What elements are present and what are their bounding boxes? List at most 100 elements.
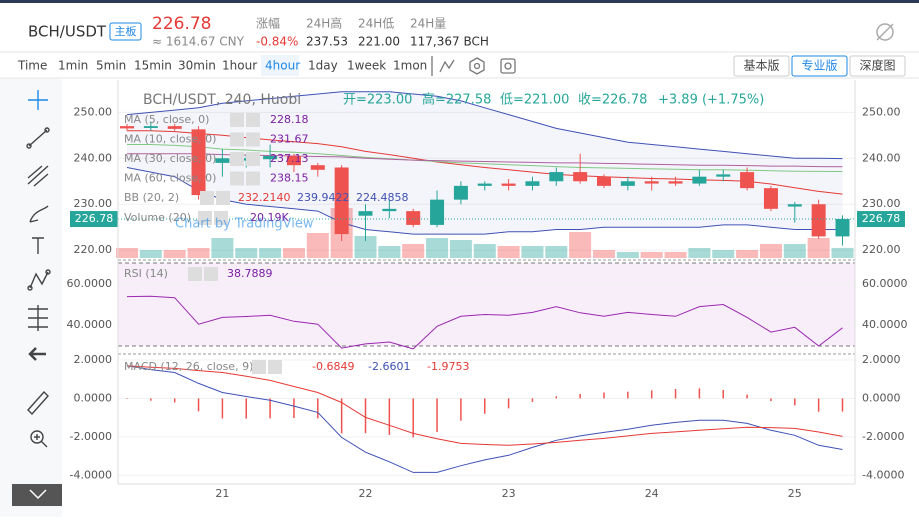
- version-button[interactable]: [849, 55, 906, 77]
- scroll-button[interactable]: [12, 484, 62, 506]
- volume-bar: [354, 236, 377, 258]
- indicator-name: MA (30, close, 0): [124, 152, 216, 165]
- candle-body: [120, 126, 134, 129]
- histogram-bar: [650, 390, 653, 399]
- y-tick-label: 60.0000: [862, 277, 908, 290]
- stat-value: 221.00: [358, 35, 400, 49]
- drawing-tools[interactable]: [26, 90, 51, 448]
- y-tick-label: 240.00: [862, 151, 901, 164]
- indicator-value: -2.6601: [368, 360, 410, 373]
- scroll-icon[interactable]: [29, 489, 47, 500]
- legend-button[interactable]: [216, 191, 230, 205]
- interval[interactable]: 15min: [134, 59, 172, 73]
- candle-body: [382, 208, 397, 212]
- version-button[interactable]: [791, 55, 848, 77]
- cny: ≈ 1614.67 CNY: [152, 35, 245, 49]
- candle-body: [668, 181, 683, 184]
- version-button[interactable]: [733, 55, 790, 77]
- candle-body: [167, 126, 182, 129]
- top-bar: [0, 0, 919, 3]
- legend-button[interactable]: [204, 267, 218, 281]
- legend-button[interactable]: [252, 360, 266, 374]
- interval[interactable]: 1day: [308, 59, 338, 73]
- volume-bar: [497, 246, 520, 258]
- rsi-pane: [118, 262, 855, 352]
- legend-button[interactable]: [246, 171, 260, 186]
- y-tick-label: -2.0000: [70, 430, 112, 443]
- legend-ohlc: 开=223.00: [343, 93, 412, 108]
- histogram-bar: [531, 398, 534, 402]
- interval[interactable]: 1hour: [222, 59, 257, 73]
- version-label[interactable]: 基本版: [743, 59, 779, 73]
- toolbar-icons[interactable]: [431, 56, 516, 76]
- candle-body: [692, 176, 707, 184]
- y-tick-label: 220.00: [862, 243, 901, 256]
- histogram-bar: [173, 398, 176, 403]
- candle-body: [310, 165, 325, 170]
- price: 226.78: [152, 14, 211, 34]
- histogram-bar: [794, 398, 796, 406]
- indicator-value: 231.67: [270, 133, 309, 146]
- interval[interactable]: 4hour: [265, 59, 300, 73]
- histogram-bar: [722, 389, 724, 399]
- indicator-line: [126, 295, 843, 350]
- volume-bar: [378, 246, 401, 258]
- histogram-bar: [817, 398, 820, 412]
- candle-body: [191, 129, 206, 196]
- volume-bar: [640, 252, 663, 258]
- indicator-value: 38.7889: [227, 267, 273, 280]
- histogram-bar: [293, 398, 295, 419]
- bb-fill: [127, 91, 843, 235]
- stat-value: 237.53: [306, 35, 348, 49]
- candle-body: [453, 185, 468, 200]
- histogram-bar: [197, 398, 200, 412]
- x-tick-label: 25: [788, 487, 802, 500]
- y-tick-label: 250.00: [74, 105, 113, 118]
- version-label[interactable]: 专业版: [801, 58, 837, 73]
- interval[interactable]: 1min: [58, 59, 88, 73]
- legend-button[interactable]: [200, 191, 214, 205]
- y-tick-label: -2.0000: [862, 430, 904, 443]
- legend-button[interactable]: [230, 171, 244, 186]
- histogram-bar: [388, 398, 391, 435]
- volume-bar: [807, 238, 830, 258]
- legend-button[interactable]: [198, 211, 212, 225]
- legend-button[interactable]: [230, 152, 244, 166]
- interval[interactable]: 30min: [178, 59, 216, 73]
- indicator-value: 232.2140: [238, 191, 291, 204]
- interval[interactable]: 1week: [347, 59, 386, 73]
- version-label[interactable]: 深度图: [859, 58, 895, 73]
- interval[interactable]: 1mon: [393, 59, 427, 73]
- pair: BCH/USDT: [28, 23, 107, 41]
- legend-title: BCH/USDT, 240, Huobi: [143, 92, 301, 108]
- stat-label: 24H量: [410, 17, 446, 31]
- hide-icon[interactable]: [876, 23, 894, 41]
- legend-button[interactable]: [246, 132, 260, 147]
- legend-button[interactable]: [230, 113, 244, 127]
- candle-body: [430, 199, 445, 225]
- interval[interactable]: Time: [17, 59, 47, 73]
- indicator-value: 20.19K: [250, 211, 289, 224]
- bb-upper: [126, 91, 843, 160]
- legend-button[interactable]: [230, 132, 244, 147]
- indicator-value: 239.9422: [297, 191, 350, 204]
- candle-body: [525, 181, 540, 186]
- candle-body: [143, 126, 158, 128]
- legend-button[interactable]: [246, 113, 260, 127]
- board-badge[interactable]: [109, 22, 142, 41]
- legend-button[interactable]: [188, 267, 202, 281]
- indicator-name: MA (5, close, 0): [124, 113, 209, 126]
- candle-body: [501, 183, 516, 186]
- interval[interactable]: 5min: [96, 59, 126, 73]
- histogram-bar: [221, 398, 224, 419]
- volume-bar: [282, 248, 305, 258]
- board[interactable]: 主板: [115, 24, 137, 38]
- candle-body: [835, 219, 850, 237]
- interval-active[interactable]: [261, 55, 299, 76]
- histogram-bar: [340, 398, 343, 434]
- indicator-value: 228.18: [270, 113, 309, 126]
- candle-body: [573, 172, 588, 182]
- legend-button[interactable]: [246, 152, 260, 166]
- legend-button[interactable]: [268, 360, 282, 374]
- legend-button[interactable]: [214, 211, 228, 225]
